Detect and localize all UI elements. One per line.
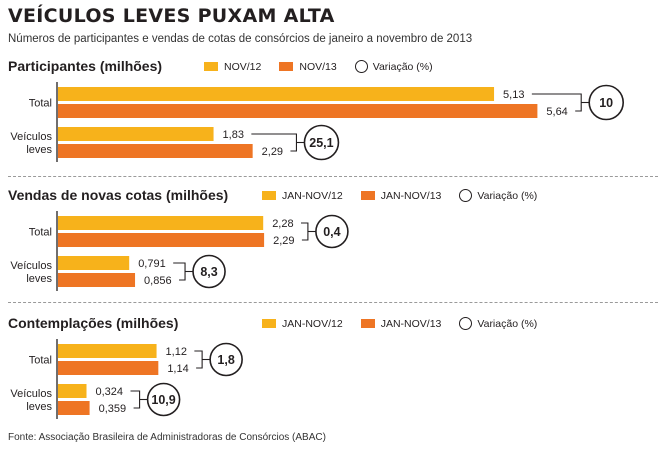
panel-title: Participantes (milhões) <box>8 58 163 74</box>
bar-series2 <box>58 361 159 375</box>
section-divider <box>8 302 658 303</box>
chart-subtitle: Números de participantes e vendas de cot… <box>8 33 473 45</box>
category-label: Total <box>29 98 52 110</box>
bar-series1 <box>58 256 130 270</box>
category-label: Veículos leves <box>10 388 52 413</box>
bracket-line <box>301 222 309 241</box>
legend-label: NOV/13 <box>299 60 337 73</box>
legend-swatch-series1 <box>262 319 276 328</box>
legend-item-series2: NOV/13 <box>279 60 337 73</box>
bar-series2 <box>58 144 253 158</box>
variation-value: 10 <box>599 96 613 110</box>
data-label: 1,14 <box>167 363 188 375</box>
bracket-line <box>130 390 141 409</box>
legend-item-series1: JAN-NOV/12 <box>262 318 343 330</box>
variation-circle <box>192 254 226 289</box>
variation-circle <box>588 84 625 121</box>
bar-series2 <box>58 104 538 118</box>
legend-label: JAN-NOV/12 <box>282 317 343 330</box>
variation-circle-icon <box>354 60 368 73</box>
chart-title: VEÍCULOS LEVES PUXAM ALTA <box>8 5 335 27</box>
legend: NOV/12 NOV/13 Variação (%) <box>204 60 451 73</box>
vendas-chart: Total 2,28 2,29 0,4 Veículos leves 0,791 0,856 8… <box>10 211 349 291</box>
variation-value: 25,1 <box>309 136 333 150</box>
bar-series1 <box>58 384 87 398</box>
bar-series2 <box>58 233 265 247</box>
variation-circle <box>209 342 243 377</box>
bar-series1 <box>58 216 264 230</box>
bracket-line <box>173 262 186 281</box>
bar-series1 <box>58 127 214 141</box>
legend: JAN-NOV/12 JAN-NOV/13 Variação (%) <box>262 189 555 202</box>
variation-value: 1,8 <box>217 353 234 367</box>
legend-label: JAN-NOV/13 <box>380 317 442 330</box>
legend-label: Variação (%) <box>372 60 433 73</box>
data-label: 0,791 <box>138 258 166 270</box>
data-label: 2,28 <box>272 218 293 230</box>
category-label: Veículos leves <box>10 131 52 156</box>
variation-circle-icon <box>459 189 473 202</box>
bar-series2 <box>58 401 90 415</box>
variation-value: 10,9 <box>151 393 175 407</box>
legend-item-series1: JAN-NOV/12 <box>262 190 343 202</box>
variation-circle <box>303 124 340 161</box>
data-label: 0,359 <box>99 403 127 415</box>
bar-series1 <box>58 344 157 358</box>
legend-item-series2: JAN-NOV/13 <box>360 317 442 330</box>
legend-label: JAN-NOV/13 <box>380 189 442 202</box>
legend-label: Variação (%) <box>477 317 538 330</box>
legend-item-series1: NOV/12 <box>204 61 261 73</box>
legend-label: JAN-NOV/12 <box>282 189 343 202</box>
section-divider <box>8 176 658 177</box>
legend-swatch-series2 <box>360 191 375 200</box>
legend-item-variation: Variação (%) <box>354 60 433 73</box>
vendas-panel: Vendas de novas cotas (milhões) JAN-NOV/… <box>0 187 666 292</box>
data-label: 5,13 <box>503 89 524 101</box>
category-label: Total <box>29 355 52 367</box>
legend-label: Variação (%) <box>477 189 538 202</box>
data-label: 5,64 <box>546 106 567 118</box>
bracket-line <box>194 350 203 369</box>
legend-item-variation: Variação (%) <box>459 317 537 330</box>
source-note: Fonte: Associação Brasileira de Administ… <box>8 432 326 443</box>
data-label: 0,324 <box>96 386 124 398</box>
contemplacoes-chart: Total 1,12 1,14 1,8 Veículos leves 0,324 0,359 1… <box>10 339 243 419</box>
legend-swatch-series1 <box>262 191 276 200</box>
participantes-panel: Participantes (milhões) NOV/12 NOV/13 Va… <box>0 58 666 168</box>
legend-swatch-series2 <box>360 319 375 328</box>
legend: JAN-NOV/12 JAN-NOV/13 Variação (%) <box>262 317 555 330</box>
participantes-chart: Total 5,13 5,64 10 Veículos leves 1,83 2,29 25,1 <box>10 82 625 162</box>
panel-title: Contemplações (milhões) <box>8 315 179 331</box>
legend-swatch-series1 <box>204 62 218 71</box>
panel-title: Vendas de novas cotas (milhões) <box>8 187 229 203</box>
legend-swatch-series2 <box>279 62 294 71</box>
bar-series2 <box>58 273 136 287</box>
variation-circle <box>146 382 181 417</box>
legend-label: NOV/12 <box>224 60 262 73</box>
data-label: 2,29 <box>273 235 294 247</box>
category-label: Total <box>29 227 52 239</box>
legend-item-variation: Variação (%) <box>459 189 537 202</box>
legend-item-series2: JAN-NOV/13 <box>360 189 442 202</box>
category-label: Veículos leves <box>10 260 52 285</box>
data-label: 1,83 <box>223 129 244 141</box>
data-label: 1,12 <box>166 346 187 358</box>
data-label: 2,29 <box>262 146 283 158</box>
data-label: 0,856 <box>144 275 172 287</box>
variation-circle-icon <box>459 317 473 330</box>
variation-circle <box>315 214 349 249</box>
variation-value: 8,3 <box>200 265 217 279</box>
contemplacoes-panel: Contemplações (milhões) JAN-NOV/12 JAN-N… <box>0 315 666 425</box>
variation-value: 0,4 <box>323 225 340 239</box>
bar-series1 <box>58 87 495 101</box>
